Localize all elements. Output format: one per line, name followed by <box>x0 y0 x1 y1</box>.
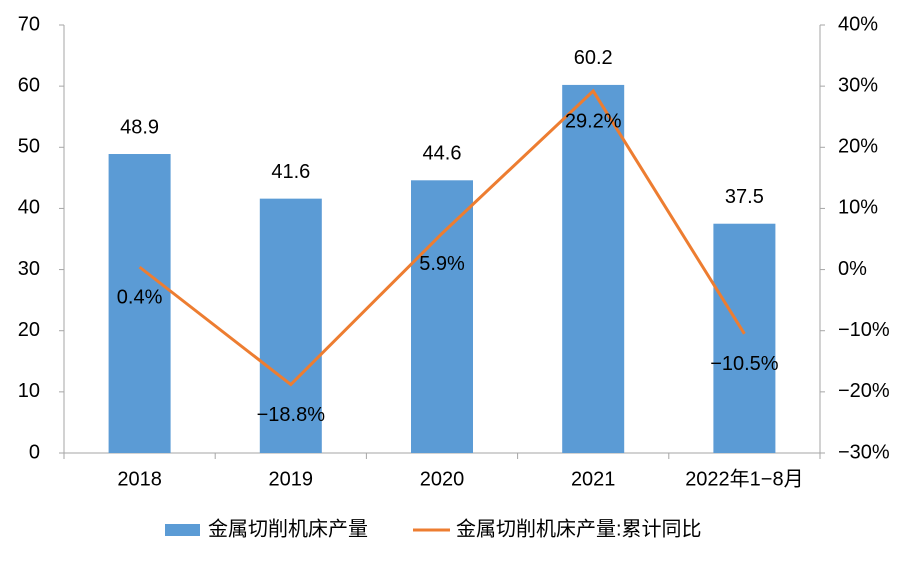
y-tick-label: 40 <box>18 197 40 219</box>
y2-tick-label: 10% <box>838 197 878 219</box>
y2-tick-label: −10% <box>838 319 890 341</box>
y2-tick-label: −20% <box>838 380 890 402</box>
y-tick-label: 20 <box>18 319 40 341</box>
line-value-label: 5.9% <box>419 253 465 275</box>
bar <box>259 198 322 453</box>
y2-tick-label: −30% <box>838 441 890 463</box>
bar-value-label: 44.6 <box>423 143 462 165</box>
x-tick-label: 2021 <box>571 468 616 490</box>
legend-label: 金属切削机床产量:累计同比 <box>456 517 702 540</box>
line-value-label: −18.8% <box>257 404 326 426</box>
bar-value-label: 37.5 <box>725 186 764 208</box>
line <box>138 88 746 387</box>
x-tick-label: 2022年1−8月 <box>685 467 803 490</box>
bar <box>108 154 171 454</box>
bar-value-label: 41.6 <box>271 161 310 183</box>
bar <box>411 180 473 453</box>
x-tick-label: 2020 <box>420 468 465 490</box>
y2-tick-label: 20% <box>838 136 878 158</box>
y-tick-label: 60 <box>18 74 40 96</box>
y2-tick-label: 40% <box>838 13 878 35</box>
line-value-label: −10.5% <box>710 353 779 375</box>
y2-tick-label: 30% <box>838 74 878 96</box>
bar <box>713 223 776 453</box>
y-tick-label: 50 <box>18 136 40 158</box>
bar-value-label: 48.9 <box>120 116 159 138</box>
legend-swatch <box>165 524 200 536</box>
bar-value-label: 60.2 <box>574 47 613 69</box>
x-tick-label: 2018 <box>117 468 162 490</box>
line-value-label: 29.2% <box>565 110 622 132</box>
line-value-label: 0.4% <box>117 286 163 308</box>
legend-label: 金属切削机床产量 <box>208 517 368 540</box>
y-tick-label: 0 <box>29 441 40 463</box>
y-tick-label: 10 <box>18 380 40 402</box>
x-tick-label: 2019 <box>269 468 314 490</box>
bar <box>562 84 625 454</box>
y-tick-label: 70 <box>18 13 40 35</box>
y-tick-label: 30 <box>18 258 40 280</box>
y2-tick-label: 0% <box>838 258 867 280</box>
